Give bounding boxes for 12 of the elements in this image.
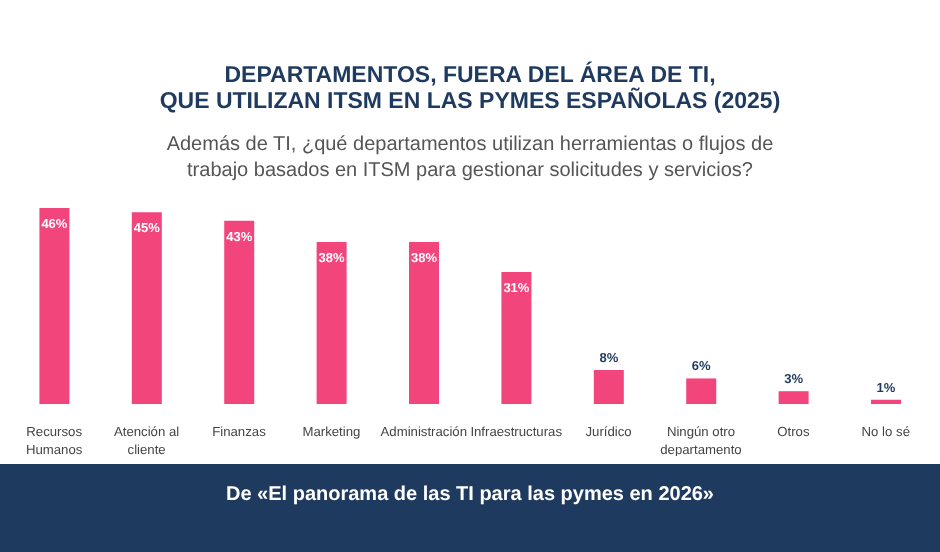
- bar: [39, 208, 70, 404]
- bar: [593, 369, 624, 404]
- chart-title: DEPARTAMENTOS, FUERA DEL ÁREA DE TI, QUE UTILIZAN ITSM EN LAS PYMES ESPAÑOLAS (2025): [157, 64, 783, 116]
- text: De «El panorama de las TI para las pymes en 2026»: [223, 484, 716, 506]
- bar: [501, 271, 532, 404]
- bar: [131, 212, 162, 404]
- bar: [778, 391, 809, 404]
- bar: [224, 220, 255, 404]
- chart-subtitle: Además de TI, ¿qué departamentos utilizan herramientas o flujos de trabajo basados en ITSM para gestionar solicitudes y servicios?: [164, 132, 776, 184]
- bar: [316, 242, 347, 404]
- bar: [409, 242, 440, 404]
- bar: [686, 378, 717, 404]
